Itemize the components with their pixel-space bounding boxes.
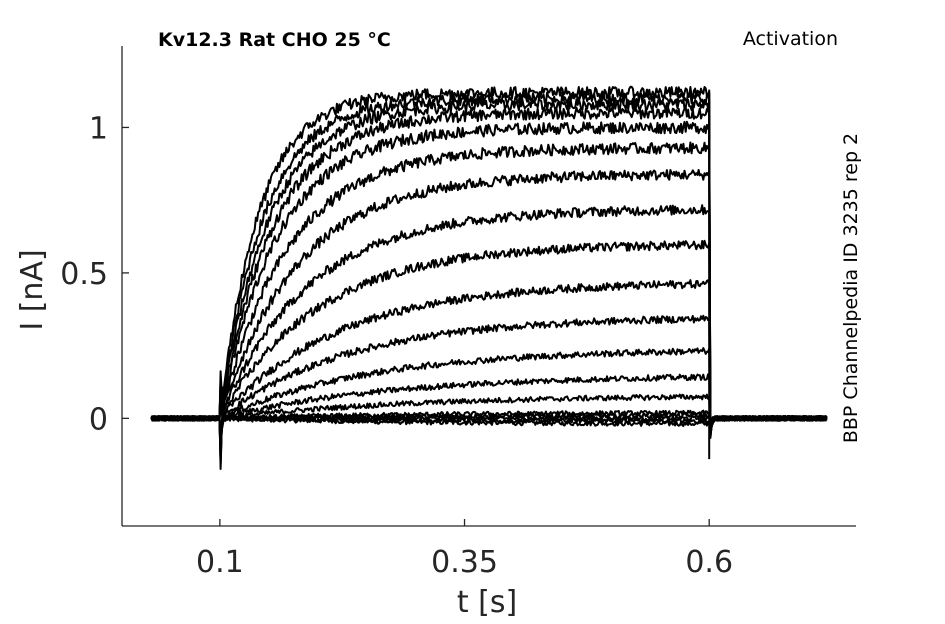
x-tick-label: 0.35	[431, 545, 498, 580]
y-tick-label: 0.5	[60, 257, 108, 292]
y-ticks: 00.51	[60, 111, 129, 437]
y-tick-label: 1	[89, 111, 108, 146]
y-axis-label: I [nA]	[15, 249, 50, 330]
x-axis-label: t [s]	[457, 585, 517, 620]
current-traces	[150, 85, 828, 470]
chart-title: Kv12.3 Rat CHO 25 °C	[158, 29, 391, 51]
y-tick-label: 0	[89, 402, 108, 437]
current-trace	[151, 85, 828, 470]
x-tick-label: 0.1	[196, 545, 244, 580]
dataset-id-label: BBP Channelpedia ID 3235 rep 2	[840, 133, 862, 443]
x-ticks: 0.1 0.35 0.6	[196, 519, 733, 580]
protocol-label: Activation	[743, 28, 838, 50]
x-tick-label: 0.6	[685, 545, 733, 580]
